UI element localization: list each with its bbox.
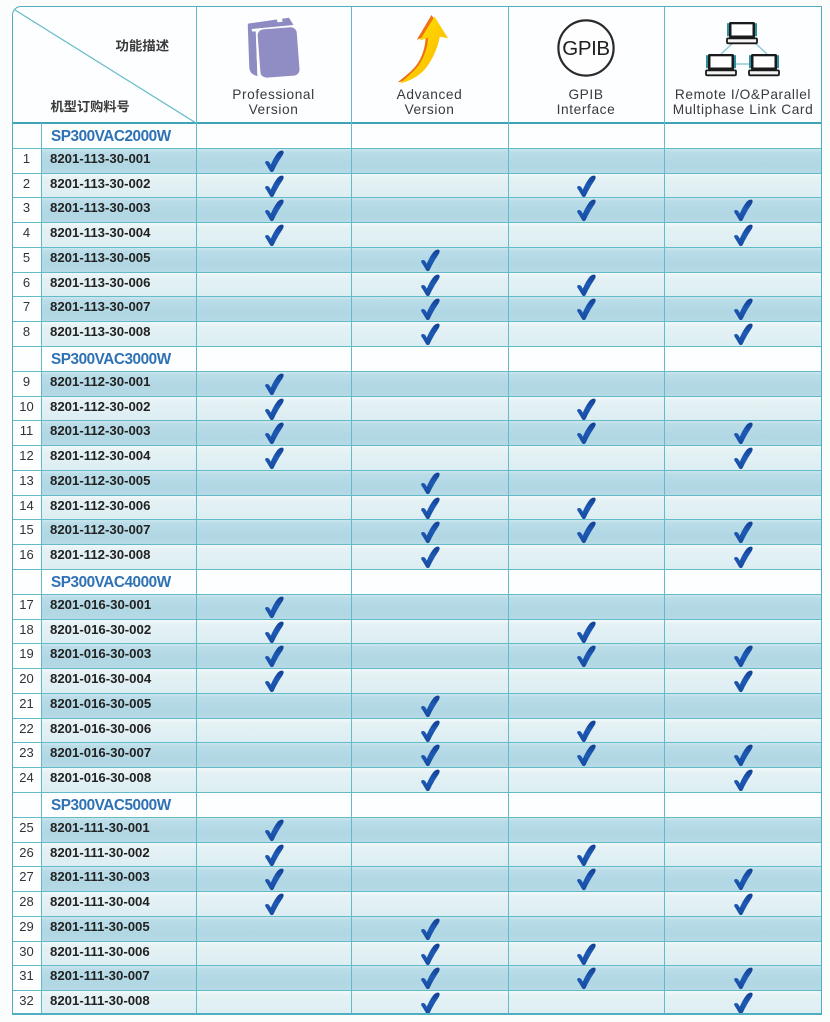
svg-text:GPIB: GPIB	[562, 37, 609, 60]
